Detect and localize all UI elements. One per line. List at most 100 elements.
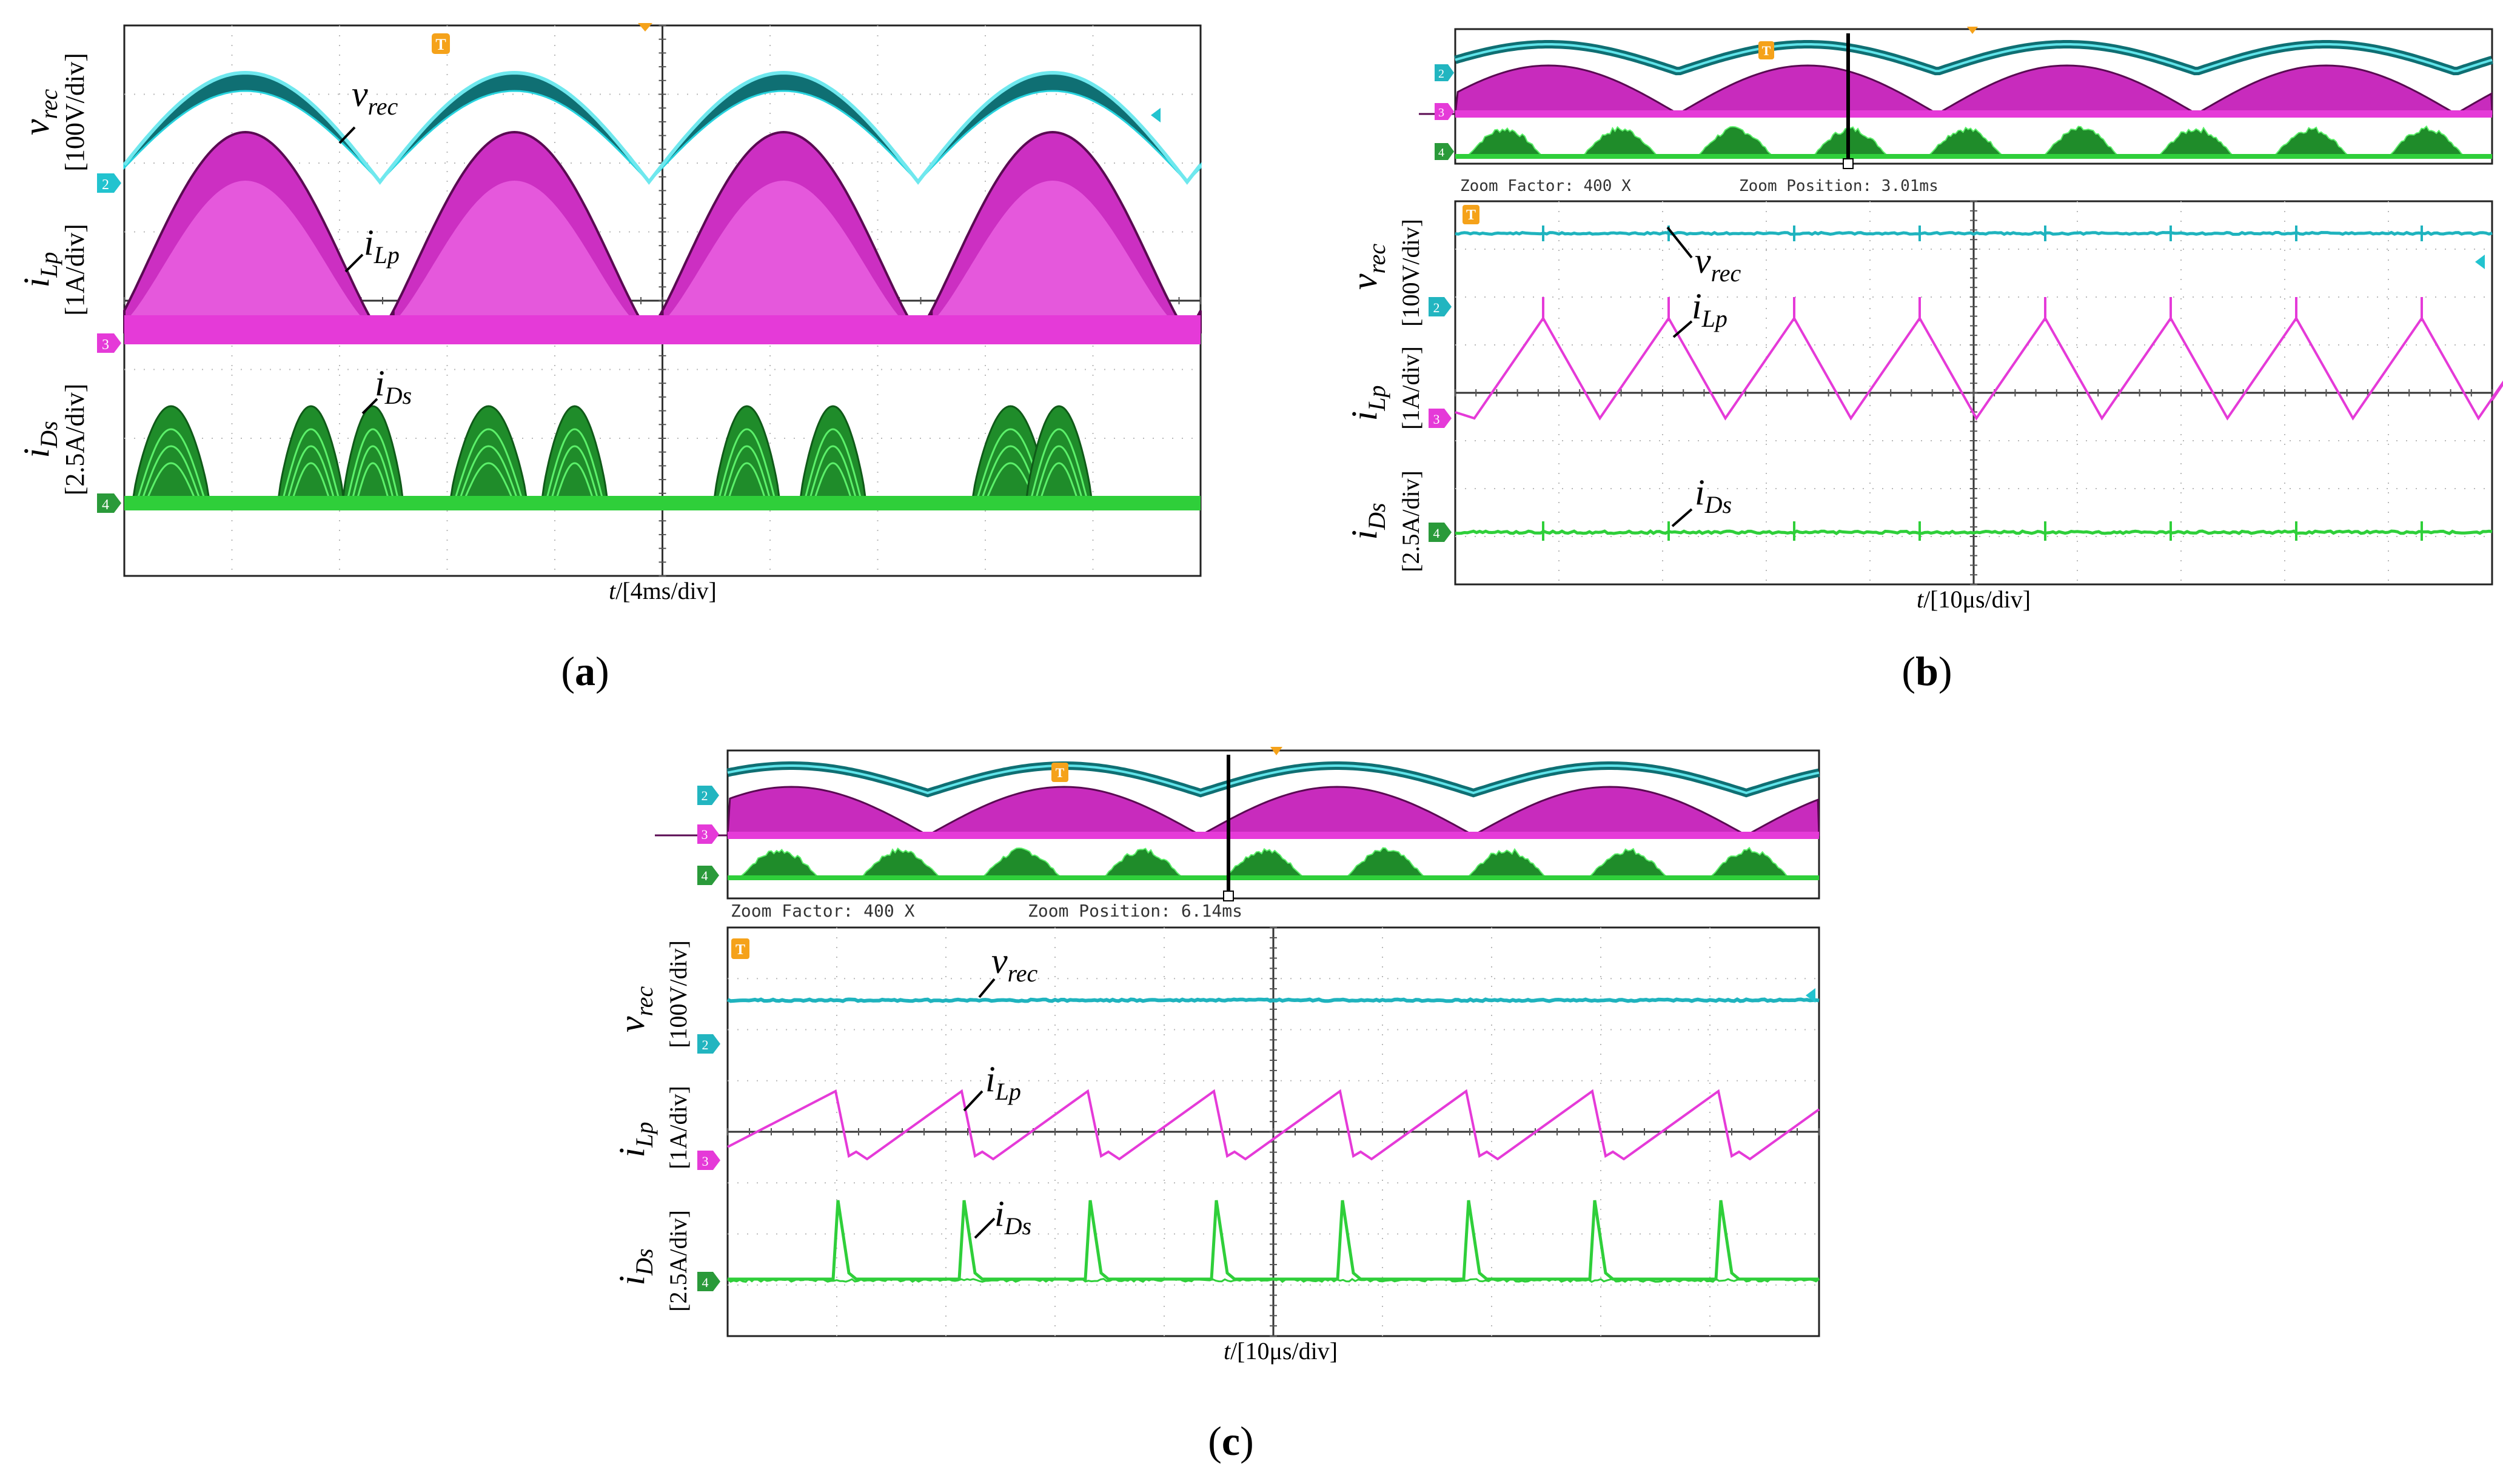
overview-ids-base bbox=[728, 875, 1819, 880]
yscale-ids-b: [2.5A/div] bbox=[1397, 470, 1424, 572]
overview-ids bbox=[1708, 846, 1791, 878]
overview-ids bbox=[859, 847, 942, 878]
ids-burst-line-a bbox=[292, 462, 330, 498]
annotation-ilp-b: iLp bbox=[1672, 286, 1727, 338]
panel-a: T 2 3 4 vrec [100V/div] iLp [1A/div] iDs… bbox=[16, 23, 1202, 694]
overview-ids bbox=[1344, 847, 1427, 878]
yscale-ids-c: [2.5A/div] bbox=[665, 1210, 692, 1312]
trigger-marker-c: T bbox=[731, 938, 749, 959]
overview-ilp bbox=[924, 786, 1204, 837]
overview-ilp bbox=[1743, 798, 1820, 837]
svg-text:iDs: iDs bbox=[1695, 472, 1732, 518]
ids-burst-line-a bbox=[1035, 445, 1083, 498]
overview-ilp-base bbox=[1455, 110, 2492, 118]
zoom-position-b: Zoom Position: 3.01ms bbox=[1739, 177, 1938, 195]
yscale-ilp-b-text: [1A/div] bbox=[1397, 346, 1424, 430]
overview-marker-3-c-label: 3 bbox=[702, 827, 708, 842]
yscale-vrec-c-text: [100V/div] bbox=[665, 940, 692, 1048]
svg-text:vrec: vrec bbox=[1344, 244, 1390, 290]
panel-label-c: (c) bbox=[1208, 1418, 1254, 1464]
channel-marker-3-c-label: 3 bbox=[702, 1154, 709, 1169]
offset-arrow-c bbox=[1806, 988, 1815, 1003]
trigger-marker-b: T bbox=[1463, 205, 1479, 224]
ids-baseline-a bbox=[124, 496, 1201, 510]
overview-ids bbox=[1926, 126, 2005, 157]
channel-marker-4-a-label: 4 bbox=[102, 497, 109, 513]
overview-vrec-hl bbox=[727, 764, 1820, 795]
overview-ids bbox=[1466, 847, 1548, 878]
ids-burst-line-a bbox=[719, 428, 776, 498]
ids-burst-line-a bbox=[142, 445, 200, 498]
ids-burst-line-a bbox=[454, 428, 523, 498]
overview-trigger-arrow-b bbox=[1967, 27, 1978, 34]
overview-marker-2-b: 2 bbox=[1435, 64, 1454, 81]
ids-burst-line-a bbox=[287, 445, 335, 498]
overview-ids bbox=[980, 847, 1063, 878]
trigger-marker-b-label: T bbox=[1466, 207, 1476, 223]
svg-text:iLp: iLp bbox=[1344, 386, 1390, 421]
channel-marker-3-c: 3 bbox=[697, 1151, 720, 1170]
ylabel-ilp-a: iLp [1A/div] bbox=[16, 224, 90, 316]
channel-marker-2-b: 2 bbox=[1429, 297, 1452, 316]
overview-ilp bbox=[1454, 64, 1682, 115]
ids-burst-line-a bbox=[987, 462, 1035, 498]
channel-marker-2-c: 2 bbox=[697, 1034, 720, 1054]
ids-burst-line-a bbox=[723, 445, 771, 498]
overview-ids bbox=[2387, 125, 2465, 157]
panel-b-grid bbox=[1455, 201, 2493, 585]
xlabel-c: t/[10μs/div] bbox=[1224, 1337, 1338, 1365]
panel-label-a: (a) bbox=[561, 648, 609, 694]
annotation-ids-a: iDs bbox=[361, 363, 412, 415]
channel-marker-2-a-label: 2 bbox=[102, 177, 109, 193]
ids-burst-line-a bbox=[814, 462, 852, 498]
ids-burst-line-a bbox=[357, 462, 389, 498]
zoom-factor-c: Zoom Factor: 400 X bbox=[731, 901, 915, 921]
channel-marker-4-c: 4 bbox=[697, 1272, 720, 1291]
xlabel-a: t/[4ms/div] bbox=[609, 577, 717, 604]
overview-ids bbox=[1466, 127, 1544, 157]
yscale-ilp-c-text: [1A/div] bbox=[665, 1086, 692, 1169]
overview-trigger-b-label: T bbox=[1762, 43, 1771, 58]
yscale-vrec-c: [100V/div] bbox=[665, 940, 692, 1048]
ylabel-vrec-a: vrec [100V/div] bbox=[16, 53, 90, 172]
trigger-marker-a-label: T bbox=[435, 36, 446, 53]
ids-burst-line-a bbox=[551, 445, 598, 498]
svg-text:iDs: iDs bbox=[612, 1248, 658, 1285]
overview-vrec-hl bbox=[1455, 43, 2493, 73]
trigger-marker-a: T bbox=[432, 33, 450, 54]
ids-burst-line-a bbox=[805, 428, 862, 498]
yscale-vrec-b-text: [100V/div] bbox=[1397, 219, 1424, 327]
annotation-vrec-b: vrec bbox=[1666, 226, 1741, 287]
ilp-envelope-inner-a bbox=[662, 181, 932, 332]
overview-ids bbox=[1811, 126, 1889, 157]
overview-ilp bbox=[1934, 64, 2200, 115]
overview-marker-4-b-label: 4 bbox=[1438, 146, 1444, 159]
svg-text:vrec: vrec bbox=[1695, 241, 1741, 287]
ids-burst-line-a bbox=[459, 445, 518, 498]
vrec-trace-c bbox=[726, 997, 1820, 1003]
ilp-envelope-inner-a bbox=[931, 181, 1201, 332]
svg-text:iDs: iDs bbox=[994, 1194, 1031, 1240]
overview-ids bbox=[2272, 126, 2350, 157]
overview-ids bbox=[2157, 126, 2235, 157]
overview-ids bbox=[1223, 847, 1305, 878]
ids-trace-b bbox=[1455, 529, 2493, 535]
ids-burst-line-a bbox=[556, 462, 594, 498]
svg-text:iDs: iDs bbox=[375, 363, 412, 409]
vrec-highlight-a bbox=[122, 70, 1202, 185]
overview-marker-4-c-label: 4 bbox=[702, 868, 708, 883]
ids-burst-line-a bbox=[982, 445, 1040, 498]
overview-trigger-c: T bbox=[1051, 763, 1068, 782]
zoom-factor-b: Zoom Factor: 400 X bbox=[1460, 177, 1631, 195]
yscale-ids-b-text: [2.5A/div] bbox=[1397, 470, 1424, 572]
ylabel-ilp-b: iLp bbox=[1344, 386, 1390, 421]
panel-c-overview-waves bbox=[655, 761, 1820, 880]
overview-marker-3-b: 3 bbox=[1435, 103, 1454, 120]
overview-ids-base bbox=[1455, 154, 2492, 159]
ids-burst-line-a bbox=[137, 428, 205, 498]
yscale-ids-c-text: [2.5A/div] bbox=[665, 1210, 692, 1312]
overview-ids bbox=[2042, 125, 2120, 157]
xlabel-b: t/[10μs/div] bbox=[1917, 586, 2031, 613]
ids-burst-line-a bbox=[728, 462, 766, 498]
